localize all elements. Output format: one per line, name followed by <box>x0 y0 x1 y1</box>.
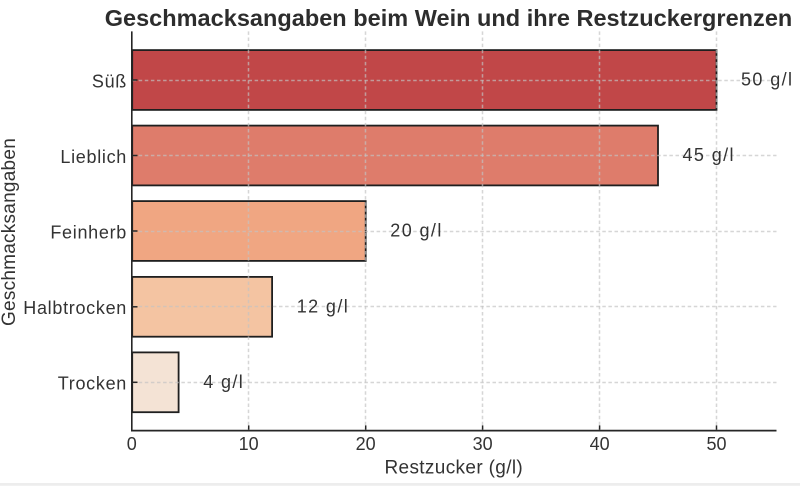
svg-text:10: 10 <box>239 434 259 454</box>
svg-text:0: 0 <box>127 434 137 454</box>
svg-text:50 g/l: 50 g/l <box>741 70 793 90</box>
svg-text:20 g/l: 20 g/l <box>390 221 442 241</box>
svg-text:45 g/l: 45 g/l <box>683 145 735 165</box>
svg-text:30: 30 <box>473 434 493 454</box>
svg-text:Restzucker (g/l): Restzucker (g/l) <box>384 458 523 479</box>
svg-text:Geschmacksangaben beim Wein un: Geschmacksangaben beim Wein und ihre Res… <box>105 5 793 31</box>
svg-text:Süß: Süß <box>92 71 127 91</box>
svg-text:40: 40 <box>590 434 610 454</box>
svg-text:4 g/l: 4 g/l <box>203 372 244 392</box>
svg-text:Geschmacksangaben: Geschmacksangaben <box>0 138 20 326</box>
svg-text:12 g/l: 12 g/l <box>297 296 349 316</box>
svg-text:Lieblich: Lieblich <box>60 147 127 167</box>
svg-text:Feinherb: Feinherb <box>50 222 127 242</box>
svg-text:50: 50 <box>706 434 726 454</box>
svg-text:20: 20 <box>356 434 376 454</box>
svg-text:Halbtrocken: Halbtrocken <box>23 298 127 318</box>
svg-text:Trocken: Trocken <box>58 374 127 394</box>
